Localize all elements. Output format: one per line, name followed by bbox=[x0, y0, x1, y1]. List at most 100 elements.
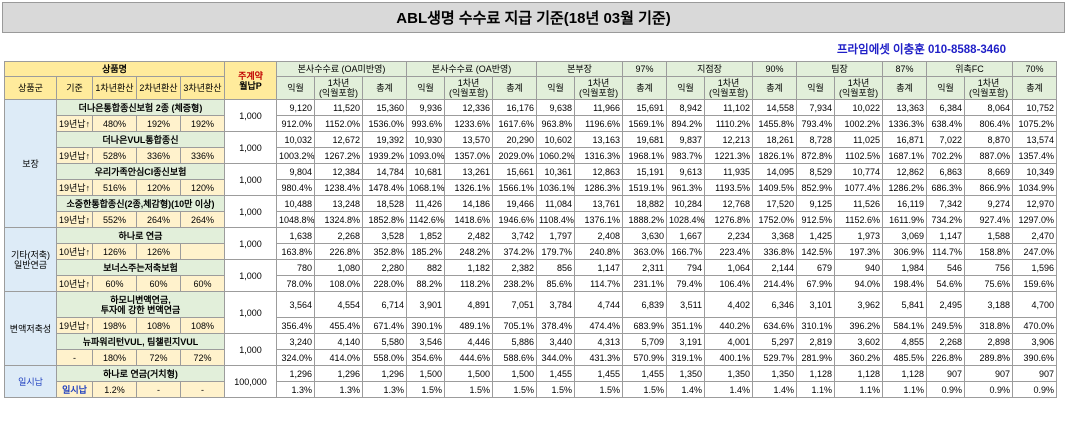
percent-cell: 356.4% bbox=[276, 317, 315, 334]
percent-cell: 980.4% bbox=[276, 179, 315, 196]
amount-cell: 6,839 bbox=[622, 291, 668, 318]
header-group-label: 본부장 bbox=[536, 61, 624, 77]
percent-cell: 344.0% bbox=[536, 349, 576, 366]
amount-cell: 20,290 bbox=[492, 131, 538, 148]
product-name: 우리가족안심CI종신보험 bbox=[56, 163, 225, 180]
amount-cell: 12,213 bbox=[704, 131, 754, 148]
amount-cell: 1,638 bbox=[276, 227, 315, 244]
percent-cell: 79.4% bbox=[666, 275, 706, 292]
amount-cell: 1,500 bbox=[444, 365, 494, 382]
amount-cell: 3,784 bbox=[536, 291, 576, 318]
header-sub-label: 1차년 (익월포함) bbox=[834, 76, 884, 100]
percent-cell: 529.7% bbox=[752, 349, 798, 366]
percent-cell: 1357.4% bbox=[1012, 147, 1058, 164]
percent-cell: 866.9% bbox=[964, 179, 1014, 196]
commission-table: 상품명 주계약 월납P 본사수수료 (OA미반영) 본사수수료 (OA반영) 본부장 97%… bbox=[4, 61, 1058, 398]
percent-cell: 1324.8% bbox=[314, 211, 363, 228]
amount-cell: 10,022 bbox=[834, 99, 884, 116]
percent-cell: 1316.3% bbox=[574, 147, 624, 164]
criteria-cell: 일시납 bbox=[56, 381, 93, 398]
percent-cell: 198.4% bbox=[882, 275, 928, 292]
amount-cell: 10,681 bbox=[406, 163, 446, 180]
conv1-cell: 60% bbox=[92, 275, 137, 292]
amount-cell: 12,672 bbox=[314, 131, 363, 148]
amount-cell: 3,511 bbox=[666, 291, 706, 318]
percent-cell: 1233.6% bbox=[444, 115, 494, 132]
amount-cell: 3,368 bbox=[752, 227, 798, 244]
percent-cell: 1852.8% bbox=[361, 211, 408, 228]
amount-cell: 7,342 bbox=[926, 195, 966, 212]
product-row: 소중한통합종신(2종,체감형)(10만 이상) 1,000 10,488 13,248… bbox=[5, 195, 1058, 228]
conv3-cell: 108% bbox=[180, 317, 225, 334]
conv3-cell: 60% bbox=[180, 275, 225, 292]
amount-cell: 9,837 bbox=[666, 131, 706, 148]
percent-cell: 223.4% bbox=[704, 243, 754, 260]
percent-cell: 94.0% bbox=[834, 275, 884, 292]
amount-cell: 3,602 bbox=[834, 333, 884, 350]
percent-cell: 54.6% bbox=[926, 275, 966, 292]
amount-cell: 1,064 bbox=[704, 259, 754, 276]
percent-cell: 440.2% bbox=[704, 317, 754, 334]
percent-cell: 683.9% bbox=[622, 317, 668, 334]
amount-cell: 1,128 bbox=[882, 365, 928, 382]
amount-cell: 940 bbox=[834, 259, 884, 276]
amount-cell: 11,935 bbox=[704, 163, 754, 180]
amount-cell: 4,001 bbox=[704, 333, 754, 350]
percent-cell: 158.8% bbox=[964, 243, 1014, 260]
amount-cell: 10,488 bbox=[276, 195, 315, 212]
conv1-cell: 516% bbox=[92, 179, 137, 196]
percent-cell: 306.9% bbox=[882, 243, 928, 260]
percent-cell: 1519.1% bbox=[622, 179, 668, 196]
percent-cell: 247.0% bbox=[1012, 243, 1058, 260]
conv1-cell: 126% bbox=[92, 243, 137, 260]
percent-cell: 1152.6% bbox=[834, 211, 884, 228]
amount-cell: 1,455 bbox=[536, 365, 576, 382]
amount-cell: 1,350 bbox=[704, 365, 754, 382]
percent-cell: 354.6% bbox=[406, 349, 446, 366]
amount-cell: 5,886 bbox=[492, 333, 538, 350]
percent-cell: 231.1% bbox=[622, 275, 668, 292]
amount-cell: 14,186 bbox=[444, 195, 494, 212]
percent-cell: 1.5% bbox=[536, 381, 576, 398]
header-sub-label: 1차년 (익월포함) bbox=[964, 76, 1014, 100]
percent-cell: 166.7% bbox=[666, 243, 706, 260]
percent-cell: 1028.4% bbox=[666, 211, 706, 228]
product-pct-row: 19년납↑ 552% 264% 264% 1048.8% 1324.8% 1852.8% 11… bbox=[5, 211, 1058, 228]
conv3-cell: 120% bbox=[180, 179, 225, 196]
percent-cell: 75.6% bbox=[964, 275, 1014, 292]
category-label: 일시납 bbox=[4, 365, 57, 398]
amount-cell: 4,891 bbox=[444, 291, 494, 318]
amount-cell: 11,084 bbox=[536, 195, 576, 212]
amount-cell: 679 bbox=[796, 259, 836, 276]
percent-cell: 1569.1% bbox=[622, 115, 668, 132]
percent-cell: 1455.8% bbox=[752, 115, 798, 132]
percent-cell: 1826.1% bbox=[752, 147, 798, 164]
amount-cell: 1,455 bbox=[574, 365, 624, 382]
amount-cell: 2,268 bbox=[314, 227, 363, 244]
amount-cell: 3,546 bbox=[406, 333, 446, 350]
percent-cell: 114.7% bbox=[574, 275, 624, 292]
amount-cell: 1,350 bbox=[752, 365, 798, 382]
percent-cell: 1108.4% bbox=[536, 211, 576, 228]
amount-cell: 8,064 bbox=[964, 99, 1014, 116]
percent-cell: 912.0% bbox=[276, 115, 315, 132]
header-sub-label: 익월 bbox=[926, 76, 966, 100]
amount-cell: 19,681 bbox=[622, 131, 668, 148]
amount-cell: 794 bbox=[666, 259, 706, 276]
percent-cell: 671.4% bbox=[361, 317, 408, 334]
amount-cell: 13,363 bbox=[882, 99, 928, 116]
amount-cell: 3,564 bbox=[276, 291, 315, 318]
amount-cell: 11,966 bbox=[574, 99, 624, 116]
amount-cell: 4,855 bbox=[882, 333, 928, 350]
amount-cell: 1,147 bbox=[926, 227, 966, 244]
amount-cell: 2,268 bbox=[926, 333, 966, 350]
percent-cell: 238.2% bbox=[492, 275, 538, 292]
percent-cell: 1221.3% bbox=[704, 147, 754, 164]
percent-cell: 396.2% bbox=[834, 317, 884, 334]
conv3-cell: 264% bbox=[180, 211, 225, 228]
percent-cell: 489.1% bbox=[444, 317, 494, 334]
amount-cell: 8,669 bbox=[964, 163, 1014, 180]
percent-cell: 0.9% bbox=[926, 381, 966, 398]
percent-cell: 1687.1% bbox=[882, 147, 928, 164]
percent-cell: 1566.1% bbox=[492, 179, 538, 196]
